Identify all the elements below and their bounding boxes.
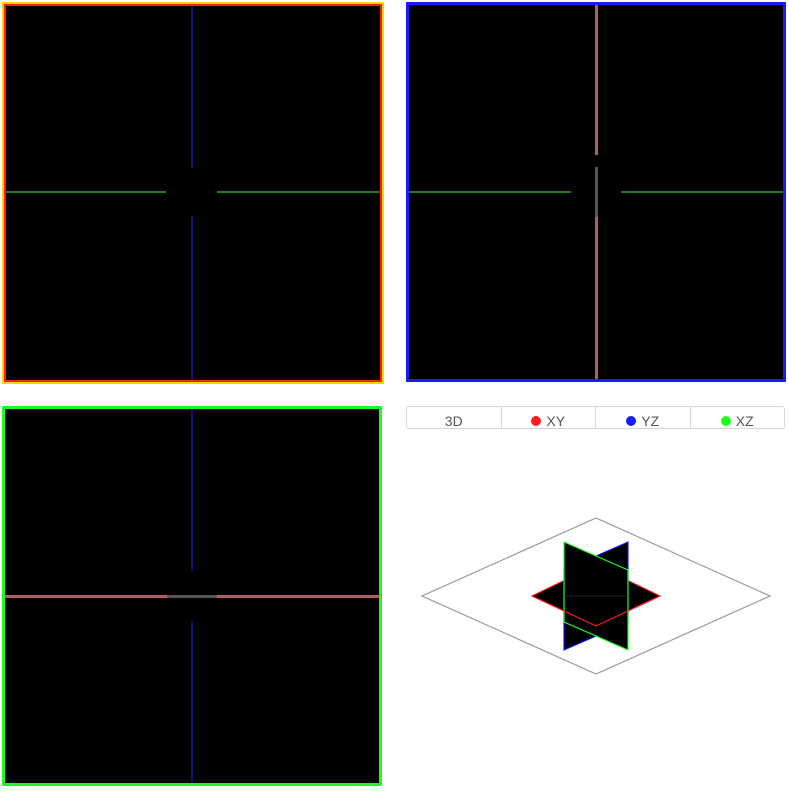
3d-viewport[interactable]: [406, 432, 786, 786]
xy-dot-icon: [531, 415, 542, 426]
xz-crosshair-center: [167, 595, 217, 598]
yz-crosshair-gap-top: [595, 155, 598, 167]
xy-viewport-border: [4, 4, 382, 382]
xz-crosshair-vertical-top: [191, 409, 193, 571]
tab-xy-label: XY: [546, 412, 566, 429]
yz-viewport[interactable]: [406, 2, 786, 382]
tab-xz[interactable]: XZ: [691, 407, 785, 429]
xy-crosshair-vertical-bottom: [191, 216, 193, 380]
xy-viewport[interactable]: [2, 2, 384, 384]
xz-crosshair-vertical-bottom: [191, 621, 193, 783]
yz-crosshair-center: [595, 167, 598, 217]
xy-crosshair-horizontal-left: [6, 191, 166, 193]
3d-scene: [420, 517, 772, 675]
yz-dot-icon: [626, 415, 637, 426]
tab-3d[interactable]: 3D: [407, 407, 502, 429]
tab-3d-label: 3D: [444, 412, 463, 429]
tab-yz[interactable]: YZ: [596, 407, 691, 429]
yz-crosshair-horizontal-right: [621, 191, 783, 193]
xy-crosshair-horizontal-right: [217, 191, 380, 193]
tab-yz-label: YZ: [641, 412, 660, 429]
xz-dot-icon: [720, 415, 731, 426]
view-tab-bar: 3D XY YZ XZ: [406, 406, 785, 429]
xy-plane-front-edge: [531, 595, 661, 627]
xz-viewport[interactable]: [2, 406, 382, 786]
yz-crosshair-horizontal-left: [409, 191, 571, 193]
tab-xy[interactable]: XY: [502, 407, 596, 429]
tab-xz-label: XZ: [735, 412, 754, 429]
xy-crosshair-vertical-top: [191, 6, 193, 168]
